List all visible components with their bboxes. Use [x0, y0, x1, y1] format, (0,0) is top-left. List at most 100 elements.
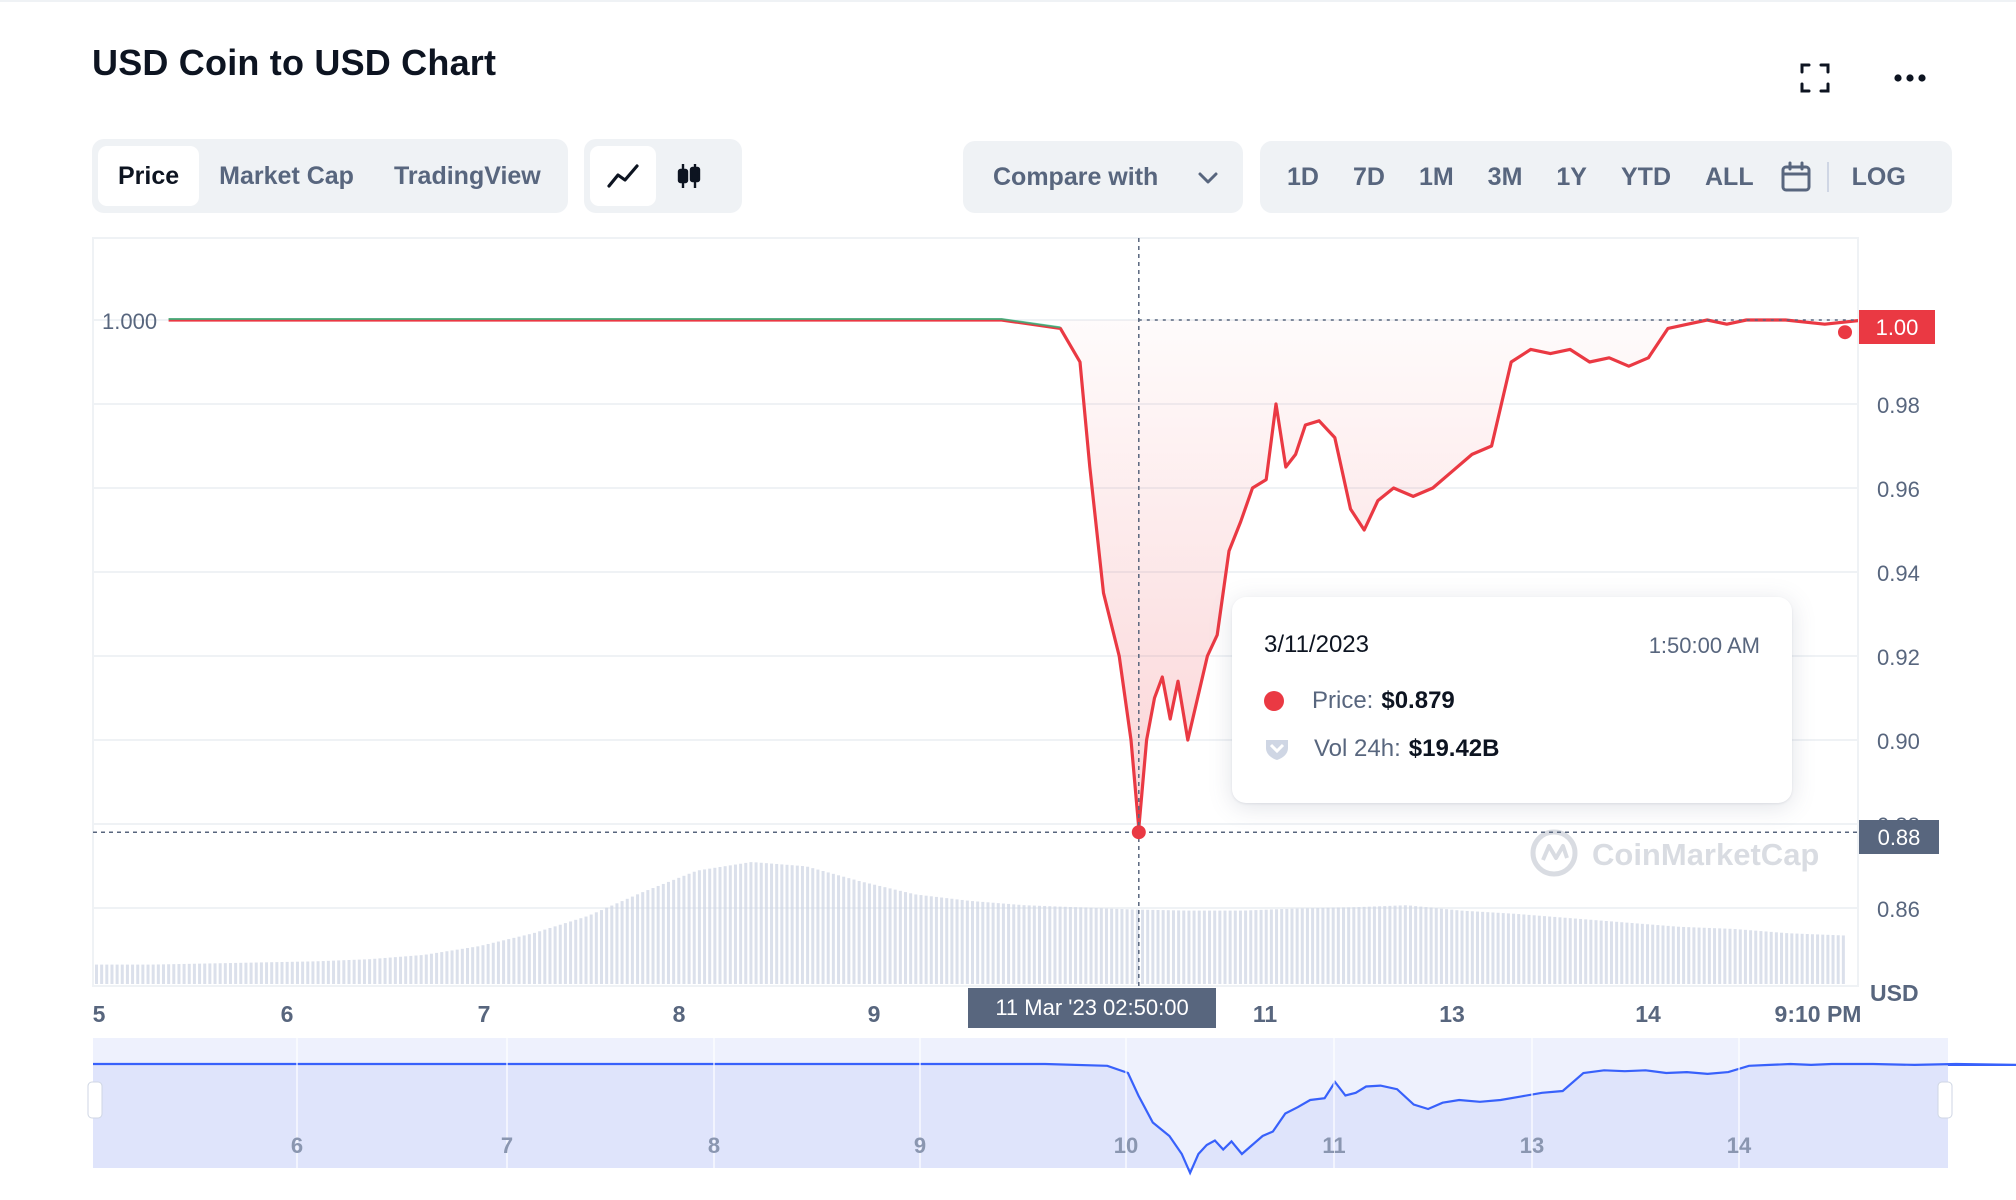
- volume-bar: [1460, 910, 1464, 984]
- volume-bar: [1398, 905, 1402, 984]
- volume-bar: [682, 875, 686, 984]
- volume-bar: [1233, 910, 1237, 984]
- volume-bar: [326, 960, 330, 984]
- volume-bar: [1568, 918, 1572, 984]
- volume-bar: [1496, 912, 1500, 984]
- candlestick-icon[interactable]: [656, 146, 722, 206]
- volume-bar: [1094, 908, 1098, 984]
- volume-bar: [1336, 907, 1340, 984]
- volume-bar: [378, 958, 382, 984]
- volume-bar: [672, 879, 676, 984]
- volume-bar: [476, 946, 480, 984]
- volume-bar: [1764, 931, 1768, 984]
- volume-bar: [1676, 926, 1680, 984]
- volume-bar: [806, 866, 810, 984]
- volume-bar: [733, 864, 737, 984]
- volume-bar: [579, 918, 583, 984]
- volume-bar: [1450, 909, 1454, 984]
- navigator-right-handle[interactable]: [1937, 1081, 1953, 1119]
- volume-bar: [1841, 935, 1845, 984]
- range-7d[interactable]: 7D: [1352, 162, 1385, 191]
- volume-bar: [471, 947, 475, 984]
- volume-bar: [1357, 907, 1361, 984]
- volume-bar: [1785, 933, 1789, 984]
- compare-dropdown[interactable]: Compare with: [963, 141, 1243, 213]
- tab-price[interactable]: Price: [98, 146, 200, 206]
- volume-bar: [512, 937, 516, 984]
- volume-bar: [1615, 921, 1619, 984]
- range-3m[interactable]: 3M: [1487, 162, 1523, 191]
- volume-bar: [1269, 909, 1273, 984]
- volume-bar: [589, 914, 593, 984]
- tab-market-cap[interactable]: Market Cap: [219, 161, 354, 190]
- volume-bar: [1048, 906, 1052, 984]
- range-1d[interactable]: 1D: [1287, 162, 1319, 191]
- range-1m[interactable]: 1M: [1418, 162, 1454, 191]
- volume-bar: [1151, 909, 1155, 984]
- navigator-left-handle[interactable]: [87, 1081, 103, 1119]
- range-1y[interactable]: 1Y: [1556, 162, 1587, 191]
- volume-bar: [1527, 914, 1531, 984]
- volume-bar: [290, 961, 294, 984]
- volume-bar: [399, 956, 403, 984]
- volume-bar: [342, 960, 346, 984]
- volume-bar: [362, 959, 366, 984]
- last-price-value: 1.00: [1876, 315, 1919, 340]
- volume-bar: [1486, 912, 1490, 984]
- volume-bar: [1563, 917, 1567, 984]
- volume-bar: [1481, 911, 1485, 984]
- volume-bar: [785, 864, 789, 984]
- volume-bar: [1280, 909, 1284, 984]
- volume-bar: [569, 921, 573, 984]
- more-dots-icon[interactable]: [1886, 54, 1934, 102]
- volume-bar: [971, 901, 974, 984]
- volume-bar: [960, 899, 964, 984]
- range-all[interactable]: ALL: [1705, 162, 1754, 191]
- volume-bar: [502, 940, 506, 984]
- volume-bar: [1512, 913, 1516, 984]
- volume-bar: [955, 899, 959, 984]
- volume-bar: [1342, 907, 1346, 984]
- volume-bar: [1115, 908, 1119, 984]
- volume-bar: [898, 890, 902, 984]
- volume-bar: [1393, 905, 1397, 984]
- volume-bar: [1063, 906, 1067, 984]
- volume-bar: [641, 892, 645, 984]
- log-scale-button[interactable]: LOG: [1851, 162, 1906, 191]
- volume-bar: [533, 932, 536, 984]
- volume-bar: [198, 963, 202, 984]
- watermark: CoinMarketCap: [1530, 829, 1819, 877]
- volume-bar: [1573, 918, 1577, 984]
- volume-bar: [775, 863, 779, 984]
- volume-bar: [295, 961, 299, 984]
- volume-bar: [1367, 906, 1371, 984]
- volume-bar: [1171, 910, 1175, 984]
- volume-bar: [1326, 907, 1330, 984]
- calendar-icon[interactable]: [1771, 161, 1821, 193]
- volume-bar: [1604, 921, 1608, 984]
- volume-bar: [301, 961, 305, 984]
- volume-bar: [780, 864, 784, 984]
- range-navigator[interactable]: 6 7 8 9 10 11 13 14: [87, 1038, 2016, 1176]
- tab-tradingview[interactable]: TradingView: [393, 161, 541, 190]
- volume-bar: [1743, 929, 1747, 984]
- volume-bar: [177, 964, 181, 984]
- volume-bar: [996, 903, 1000, 984]
- volume-bar: [373, 958, 377, 984]
- navigator-tick-label: 10: [1114, 1133, 1138, 1158]
- line-chart-icon[interactable]: [590, 146, 656, 206]
- volume-bar: [615, 903, 619, 984]
- volume-bar: [1218, 910, 1222, 984]
- volume-bar: [136, 964, 140, 984]
- y-tick-label: 0.94: [1877, 561, 1920, 586]
- x-tick-label: 9: [868, 1001, 881, 1027]
- volume-bar: [1424, 907, 1428, 984]
- fullscreen-icon[interactable]: [1791, 54, 1839, 102]
- volume-bar: [1027, 905, 1031, 984]
- range-ytd[interactable]: YTD: [1621, 162, 1671, 191]
- volume-bar: [1728, 928, 1732, 984]
- navigator-tick-label: 14: [1727, 1133, 1752, 1158]
- volume-bar: [630, 896, 634, 984]
- volume-bar: [646, 890, 650, 984]
- volume-bar: [1316, 908, 1320, 984]
